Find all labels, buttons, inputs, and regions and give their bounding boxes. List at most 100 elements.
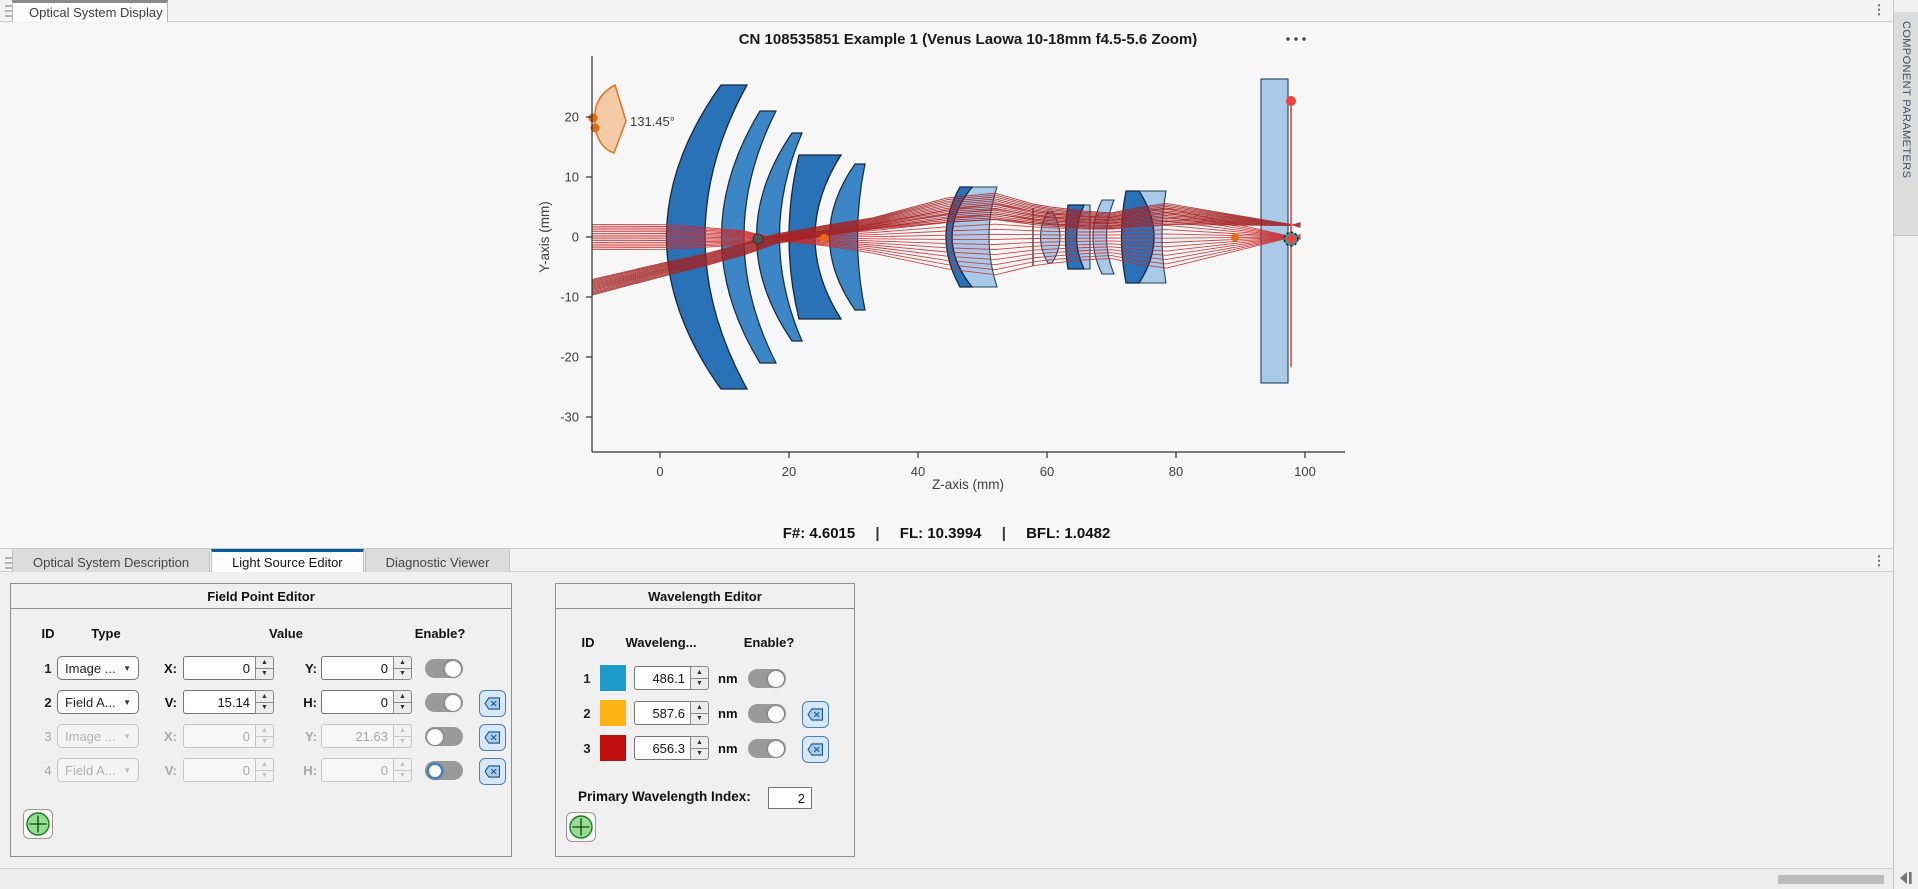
spinner-buttons[interactable]: ▲ ▼ [255, 656, 274, 680]
fpe-delete-button-3[interactable] [479, 724, 506, 751]
fpe-y-input-3 [321, 724, 393, 748]
fpe-v-input-2[interactable] [183, 690, 255, 714]
optical-layout-plot[interactable]: CN 108535851 Example 1 (Venus Laowa 10-1… [0, 23, 1893, 548]
spinner-buttons: ▲ ▼ [255, 758, 274, 782]
lens-4[interactable] [788, 154, 843, 320]
svg-text:20: 20 [565, 110, 579, 125]
we-enable-toggle-2[interactable] [748, 704, 786, 723]
we-spinner-3: ▲▼ [634, 736, 709, 760]
fpe-type-dropdown-3: Image ... ▼ [57, 724, 139, 748]
fpe-v-label: V: [164, 763, 177, 778]
field-point-marker-top[interactable] [1286, 96, 1296, 106]
fpe-row-id: 4 [44, 763, 52, 778]
panel-grip-icon[interactable] [5, 557, 14, 569]
chevron-down-icon: ▼ [123, 765, 131, 775]
fpe-x-spinner-1: ▲▼ [183, 656, 274, 680]
tab-optical-system-description[interactable]: Optical System Description [12, 549, 211, 572]
fpe-h-input-4 [321, 758, 393, 782]
component-parameters-label: COMPONENT PARAMETERS [1900, 21, 1912, 179]
we-row-id: 2 [583, 706, 591, 721]
we-add-button[interactable] [566, 812, 596, 842]
primary-wavelength-input[interactable] [768, 787, 812, 809]
top-tab-strip: Optical System Display ⋮ [0, 0, 1893, 22]
fpe-x-label: X: [164, 661, 177, 676]
we-input-1[interactable] [634, 666, 690, 690]
fpe-y-spinner-1: ▲▼ [321, 656, 412, 680]
we-enable-toggle-3[interactable] [748, 739, 786, 758]
panel-options-icon[interactable]: ⋮ [1872, 2, 1886, 17]
fpe-x-label: X: [164, 729, 177, 744]
axial-marker-1[interactable] [820, 234, 828, 242]
fpe-enable-toggle-1[interactable] [425, 659, 463, 678]
optical-metrics-status: F#: 4.6015 | FL: 10.3994 | BFL: 1.0482 [0, 525, 1893, 542]
tab-diagnostic-viewer[interactable]: Diagnostic Viewer [364, 549, 511, 572]
bfl-label: BFL: [1026, 525, 1061, 542]
field-dot-1 [588, 113, 598, 123]
fpe-delete-button-4[interactable] [479, 758, 506, 785]
axial-marker-2[interactable] [1231, 233, 1239, 242]
wavelength-editor-title: Wavelength Editor [556, 584, 854, 609]
delete-icon [484, 765, 500, 778]
fl-value: 10.3994 [927, 525, 982, 542]
fpe-y-input-1[interactable] [321, 656, 393, 680]
we-input-3[interactable] [634, 736, 690, 760]
col-wavelength: Waveleng... [625, 635, 697, 650]
spin-down-icon: ▼ [690, 677, 709, 690]
tab-optical-system-display[interactable]: Optical System Display [12, 0, 168, 22]
spinner-buttons[interactable]: ▲ ▼ [690, 666, 709, 690]
lens-1[interactable] [666, 84, 749, 390]
col-value: Value [269, 626, 303, 641]
panel-grip-icon[interactable] [5, 5, 14, 17]
fpe-enable-toggle-3[interactable] [425, 727, 463, 746]
delete-icon [484, 697, 500, 710]
fpe-delete-button-2[interactable] [479, 690, 506, 717]
fpe-row-id: 3 [44, 729, 52, 744]
fpe-enable-toggle-2[interactable] [425, 693, 463, 712]
we-delete-button-2[interactable] [802, 701, 829, 728]
we-spinner-1: ▲▼ [634, 666, 709, 690]
we-enable-toggle-1[interactable] [748, 669, 786, 688]
spinner-buttons[interactable]: ▲ ▼ [255, 690, 274, 714]
we-delete-button-3[interactable] [802, 736, 829, 763]
fpe-enable-toggle-4[interactable] [425, 761, 463, 780]
fpe-h-input-2[interactable] [321, 690, 393, 714]
spin-up-icon: ▲ [393, 690, 412, 702]
fpe-type-dropdown-2[interactable]: Field A... ▼ [57, 690, 139, 714]
fpe-type-dropdown-4: Field A... ▼ [57, 758, 139, 782]
optical-system-display-panel: CN 108535851 Example 1 (Venus Laowa 10-1… [0, 23, 1893, 548]
field-angle-indicator[interactable]: 131.45° [588, 83, 675, 155]
delete-icon [484, 731, 500, 744]
delete-icon [807, 708, 823, 721]
component-parameters-tab[interactable]: COMPONENT PARAMETERS [1894, 12, 1918, 236]
horizontal-scrollbar[interactable] [0, 868, 1893, 889]
chevron-down-icon: ▼ [123, 697, 131, 707]
plot-more-options-icon[interactable] [1282, 33, 1310, 49]
spin-down-icon: ▼ [393, 769, 412, 782]
svg-text:60: 60 [1040, 464, 1054, 479]
spin-down-icon: ▼ [255, 667, 274, 680]
we-input-2[interactable] [634, 701, 690, 725]
tab-light-source-editor[interactable]: Light Source Editor [211, 549, 364, 572]
fpe-type-dropdown-1[interactable]: Image ... ▼ [57, 656, 139, 680]
we-spinner-2: ▲▼ [634, 701, 709, 725]
separator: | [1001, 525, 1006, 542]
lens-11[interactable] [1092, 199, 1115, 275]
wavelength-color-swatch-1 [600, 665, 626, 691]
fpe-add-button[interactable] [23, 809, 53, 839]
panel-options-icon[interactable]: ⋮ [1872, 553, 1886, 568]
collapse-panel-icon[interactable] [1897, 870, 1915, 886]
spinner-buttons[interactable]: ▲ ▼ [393, 656, 412, 680]
spinner-buttons[interactable]: ▲ ▼ [690, 701, 709, 725]
svg-text:100: 100 [1294, 464, 1316, 479]
pupil-marker[interactable] [752, 233, 764, 245]
spinner-buttons[interactable]: ▲ ▼ [393, 690, 412, 714]
fpe-v-input-4 [183, 758, 255, 782]
svg-text:80: 80 [1169, 464, 1183, 479]
spinner-buttons[interactable]: ▲ ▼ [690, 736, 709, 760]
fnum-value: 4.6015 [809, 525, 856, 542]
fpe-x-input-1[interactable] [183, 656, 255, 680]
lens-2[interactable] [721, 110, 777, 364]
chevron-down-icon: ▼ [123, 663, 131, 673]
scrollbar-thumb[interactable] [1778, 875, 1884, 884]
